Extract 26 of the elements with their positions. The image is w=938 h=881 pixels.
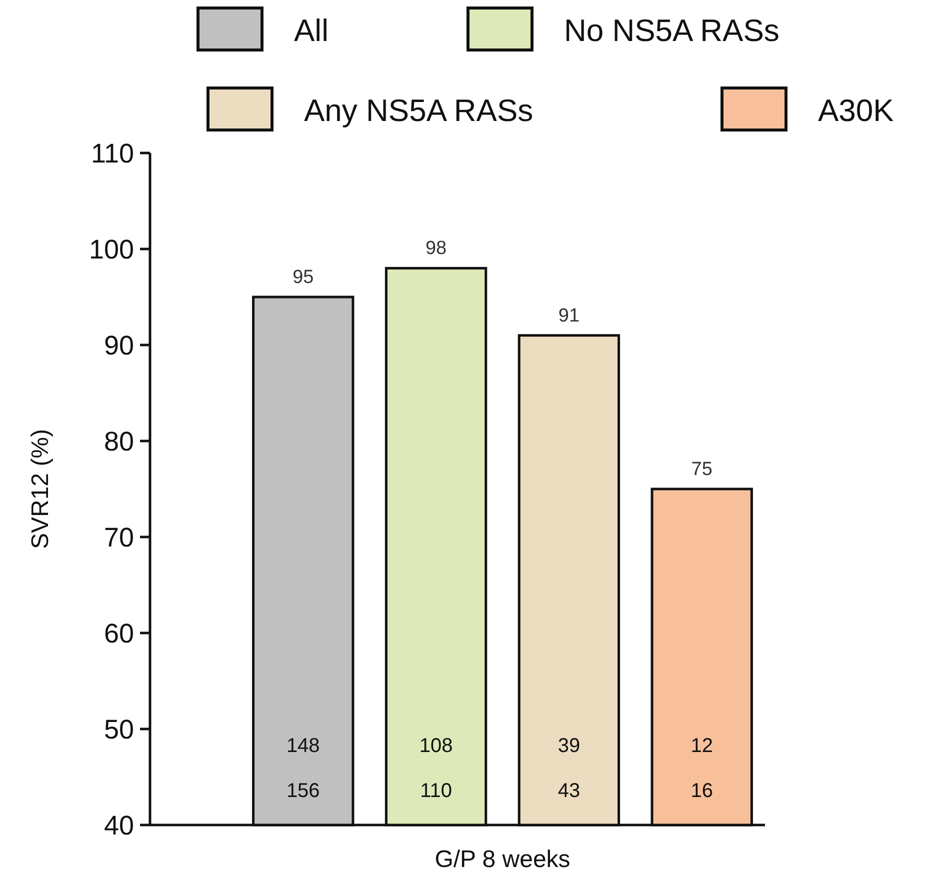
annotation: 16 <box>690 780 713 802</box>
annotation: 108 <box>419 735 453 757</box>
legend-label: Any NS5A RASs <box>304 93 534 128</box>
data-label: 98 <box>425 238 447 260</box>
y-tick-label: 110 <box>90 138 134 168</box>
legend-label: A30K <box>818 93 894 128</box>
y-tick-label: 50 <box>104 714 134 744</box>
y-tick-label: 100 <box>88 234 134 264</box>
x-axis-title: G/P 8 weeks <box>434 846 570 873</box>
annotation: 12 <box>690 735 713 757</box>
annotation: 110 <box>420 780 452 802</box>
y-tick-label: 80 <box>104 426 134 456</box>
legend-label: No NS5A RASs <box>564 13 780 48</box>
y-tick-label: 70 <box>104 522 134 552</box>
annotation: 156 <box>286 780 320 802</box>
annotation: 39 <box>558 735 580 757</box>
y-axis-title: SVR12 (%) <box>27 428 54 550</box>
annotation: 43 <box>558 780 580 802</box>
data-label: 91 <box>558 305 580 326</box>
data-label: 75 <box>691 459 712 480</box>
legend-label: All <box>294 13 328 48</box>
annotation: 148 <box>286 735 320 757</box>
data-label: 95 <box>292 267 314 288</box>
y-tick-label: 40 <box>104 810 134 840</box>
y-tick-label: 60 <box>104 618 134 648</box>
y-tick-label: 90 <box>104 330 134 360</box>
